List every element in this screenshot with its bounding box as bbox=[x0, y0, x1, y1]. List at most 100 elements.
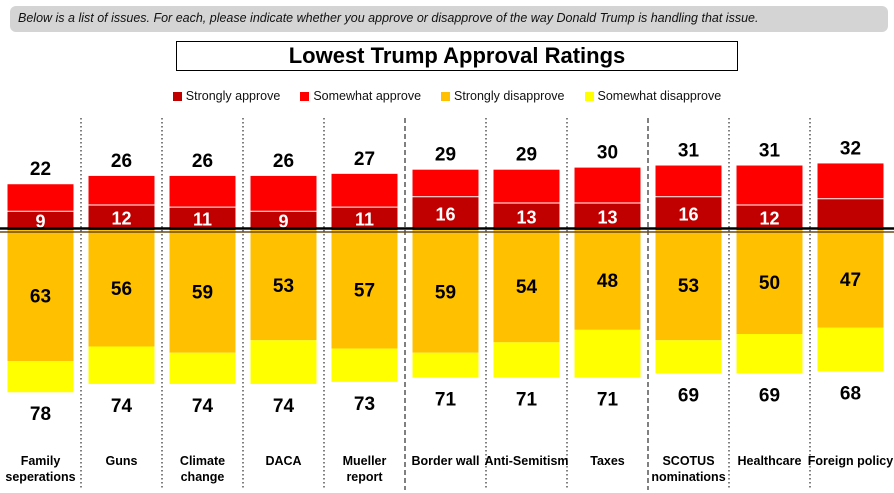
label-strongly-approve: 16 bbox=[435, 204, 455, 224]
label-total-approve: 26 bbox=[273, 151, 294, 172]
bar-strongly-disapprove bbox=[7, 230, 74, 362]
label-total-approve: 29 bbox=[516, 145, 537, 166]
bar-strongly-disapprove bbox=[817, 230, 884, 328]
bar-strongly-approve bbox=[250, 211, 317, 230]
legend-label-somewhat-approve: Somewhat approve bbox=[313, 89, 422, 103]
label-strongly-disapprove: 59 bbox=[192, 282, 213, 303]
bar-somewhat-approve bbox=[817, 163, 884, 199]
legend-label-somewhat-disapprove: Somewhat disapprove bbox=[597, 89, 722, 103]
legend-swatch-strongly-approve bbox=[172, 91, 182, 101]
label-total-disapprove: 68 bbox=[840, 383, 861, 404]
bar-somewhat-approve bbox=[412, 169, 479, 197]
label-strongly-approve: 13 bbox=[597, 207, 617, 227]
label-strongly-disapprove: 53 bbox=[678, 276, 699, 297]
bar-somewhat-disapprove bbox=[736, 334, 803, 374]
bar-strongly-approve bbox=[493, 202, 560, 230]
bar-strongly-approve bbox=[7, 211, 74, 230]
legend-item-strongly-disapprove: Strongly disapprove bbox=[441, 87, 565, 105]
bar-somewhat-approve bbox=[88, 175, 155, 206]
bar-strongly-approve bbox=[169, 207, 236, 230]
label-total-disapprove: 71 bbox=[435, 390, 457, 411]
label-strongly-approve: 16 bbox=[678, 204, 698, 224]
bar-somewhat-disapprove bbox=[655, 340, 722, 374]
category-label: SCOTUS nominations bbox=[651, 454, 725, 484]
category-label: Climate change bbox=[180, 454, 225, 484]
bar-strongly-disapprove bbox=[250, 230, 317, 341]
bar-strongly-disapprove bbox=[493, 230, 560, 343]
bar-strongly-disapprove bbox=[331, 230, 398, 349]
category-label: Foreign policy bbox=[808, 454, 893, 468]
bar-strongly-disapprove bbox=[655, 230, 722, 341]
label-total-approve: 30 bbox=[597, 143, 618, 164]
bar-somewhat-disapprove bbox=[7, 361, 74, 393]
label-total-disapprove: 78 bbox=[30, 404, 51, 425]
category-label: DACA bbox=[265, 454, 301, 468]
legend-label-strongly-approve: Strongly approve bbox=[185, 89, 281, 103]
bar-strongly-approve bbox=[574, 202, 641, 230]
category-label: Border wall bbox=[411, 454, 479, 468]
bar-strongly-approve bbox=[655, 196, 722, 230]
bar-strongly-disapprove bbox=[88, 230, 155, 347]
label-total-disapprove: 74 bbox=[192, 396, 214, 417]
label-total-disapprove: 74 bbox=[111, 396, 133, 417]
bar-somewhat-disapprove bbox=[574, 329, 641, 378]
label-strongly-disapprove: 53 bbox=[273, 276, 294, 297]
bar-somewhat-disapprove bbox=[88, 346, 155, 384]
bar-somewhat-approve bbox=[574, 167, 641, 203]
legend-swatch-strongly-disapprove bbox=[441, 91, 451, 101]
bar-somewhat-disapprove bbox=[331, 348, 398, 382]
label-strongly-approve: 11 bbox=[193, 210, 212, 230]
legend-item-somewhat-approve: Somewhat approve bbox=[300, 87, 421, 105]
bar-somewhat-disapprove bbox=[493, 342, 560, 378]
label-strongly-disapprove: 63 bbox=[30, 287, 51, 308]
label-strongly-disapprove: 50 bbox=[759, 273, 780, 294]
label-total-approve: 31 bbox=[759, 141, 781, 162]
label-total-disapprove: 71 bbox=[516, 390, 538, 411]
label-strongly-approve: 12 bbox=[111, 209, 131, 229]
label-total-approve: 26 bbox=[111, 151, 132, 172]
label-total-approve: 27 bbox=[354, 149, 375, 170]
category-label: Taxes bbox=[590, 454, 625, 468]
bar-somewhat-approve bbox=[655, 165, 722, 197]
bar-somewhat-disapprove bbox=[412, 352, 479, 378]
bar-somewhat-approve bbox=[736, 165, 803, 206]
label-strongly-approve: 9 bbox=[35, 212, 45, 232]
legend-swatch-somewhat-approve bbox=[300, 91, 310, 101]
label-total-approve: 29 bbox=[435, 145, 456, 166]
label-strongly-approve: 13 bbox=[516, 207, 536, 227]
bar-somewhat-approve bbox=[7, 184, 74, 212]
chart-legend: Strongly approve Somewhat approve Strong… bbox=[0, 87, 894, 105]
bar-strongly-approve bbox=[88, 205, 155, 230]
label-strongly-disapprove: 56 bbox=[111, 279, 132, 300]
label-strongly-disapprove: 59 bbox=[435, 282, 456, 303]
label-total-approve: 32 bbox=[840, 138, 861, 159]
bar-strongly-disapprove bbox=[574, 230, 641, 330]
bar-somewhat-approve bbox=[250, 175, 317, 212]
bar-somewhat-disapprove bbox=[250, 340, 317, 384]
legend-swatch-somewhat-disapprove bbox=[584, 91, 594, 101]
label-strongly-disapprove: 57 bbox=[354, 280, 375, 301]
category-label: Anti-Semitism bbox=[484, 454, 568, 468]
category-label: Healthcare bbox=[738, 454, 802, 468]
bar-somewhat-approve bbox=[493, 169, 560, 203]
label-strongly-approve: 11 bbox=[355, 210, 374, 230]
label-strongly-disapprove: 54 bbox=[516, 277, 538, 298]
label-strongly-disapprove: 47 bbox=[840, 270, 861, 291]
category-label: Guns bbox=[106, 454, 138, 468]
label-strongly-approve: 12 bbox=[759, 209, 779, 229]
label-total-disapprove: 73 bbox=[354, 394, 375, 415]
category-label: Family seperations bbox=[5, 454, 75, 484]
bar-somewhat-approve bbox=[331, 173, 398, 208]
bar-strongly-approve bbox=[412, 196, 479, 230]
bar-somewhat-approve bbox=[169, 175, 236, 208]
bar-somewhat-disapprove bbox=[169, 352, 236, 384]
label-total-disapprove: 69 bbox=[759, 386, 780, 407]
bar-somewhat-disapprove bbox=[817, 327, 884, 372]
label-total-approve: 22 bbox=[30, 159, 51, 180]
label-total-disapprove: 74 bbox=[273, 396, 295, 417]
label-strongly-disapprove: 48 bbox=[597, 271, 618, 292]
label-total-approve: 31 bbox=[678, 141, 700, 162]
label-total-disapprove: 71 bbox=[597, 390, 619, 411]
label-total-approve: 26 bbox=[192, 151, 213, 172]
